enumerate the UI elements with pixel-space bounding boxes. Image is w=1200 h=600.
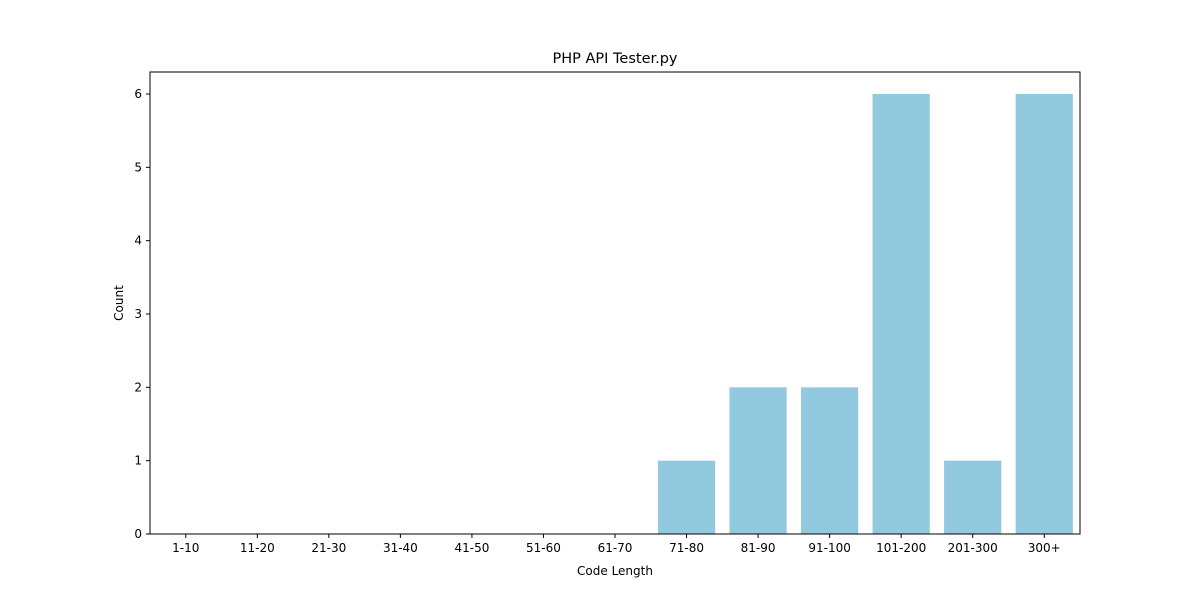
bar-81-90 [729,387,787,534]
y-axis-label: Count [112,285,126,321]
y-tick-label: 2 [134,380,142,394]
x-tick-label: 51-60 [526,541,561,555]
x-tick-label: 41-50 [454,541,489,555]
bar-71-80 [657,460,716,534]
bar-300+ [1015,94,1073,534]
x-axis-label: Code Length [577,564,653,578]
bars-group [657,94,1073,534]
y-axis-ticks: 0 1 2 3 4 5 6 [134,87,150,541]
x-tick-label: 201-300 [948,541,998,555]
plot-frame [149,71,1081,535]
x-tick-label: 1-10 [172,541,199,555]
x-tick-label: 91-100 [808,541,851,555]
x-tick-label: 31-40 [383,541,418,555]
y-tick-label: 3 [134,307,142,321]
bar-101-200 [872,94,930,534]
x-tick-label: 81-90 [741,541,776,555]
bar-201-300 [944,460,1002,534]
x-tick-label: 61-70 [598,541,633,555]
x-axis-ticks: 1-10 11-20 21-30 31-40 41-50 51-60 61-70 71-80 8… [172,534,1061,555]
y-tick-label: 0 [134,527,142,541]
plot-area [150,72,1080,534]
y-tick-label: 4 [134,234,142,248]
x-tick-label: 101-200 [876,541,926,555]
y-tick-label: 6 [134,87,142,101]
bar-91-100 [801,387,859,534]
y-tick-label: 1 [134,454,142,468]
chart-title: PHP API Tester.py [552,51,677,67]
x-tick-label: 71-80 [669,541,704,555]
x-tick-label: 300+ [1028,541,1061,555]
x-tick-label: 11-20 [240,541,275,555]
x-tick-label: 21-30 [311,541,346,555]
y-tick-label: 5 [134,160,142,174]
